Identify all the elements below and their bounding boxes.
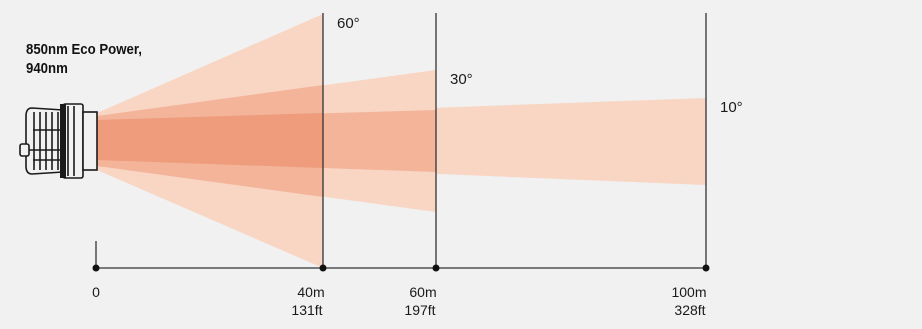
beam-cones	[97, 14, 706, 268]
overlap-all	[97, 113, 323, 168]
angle-label-10: 10°	[720, 99, 743, 116]
illuminator-icon	[19, 103, 98, 179]
axis-point-40m	[319, 264, 327, 272]
product-title-line-2: 940nm	[26, 60, 68, 77]
axis-point-100m	[702, 264, 710, 272]
angle-label-60: 60°	[337, 15, 360, 32]
distance-label-131ft: 131ft	[291, 302, 322, 318]
distance-label-40m: 40m	[297, 284, 324, 300]
angle-label-30: 30°	[450, 71, 473, 88]
distance-label-197ft: 197ft	[404, 302, 435, 318]
axis-points	[92, 264, 710, 272]
distance-lines	[95, 13, 707, 268]
axis-point-0	[92, 264, 100, 272]
product-title: 850nm Eco Power, 940nm	[26, 40, 142, 78]
distance-label-60m: 60m	[409, 284, 436, 300]
distance-label-328ft: 328ft	[674, 302, 705, 318]
distance-label-0: 0	[92, 284, 100, 300]
axis-point-60m	[432, 264, 440, 272]
distance-label-100m: 100m	[671, 284, 706, 300]
product-title-line-1: 850nm Eco Power,	[26, 41, 142, 58]
